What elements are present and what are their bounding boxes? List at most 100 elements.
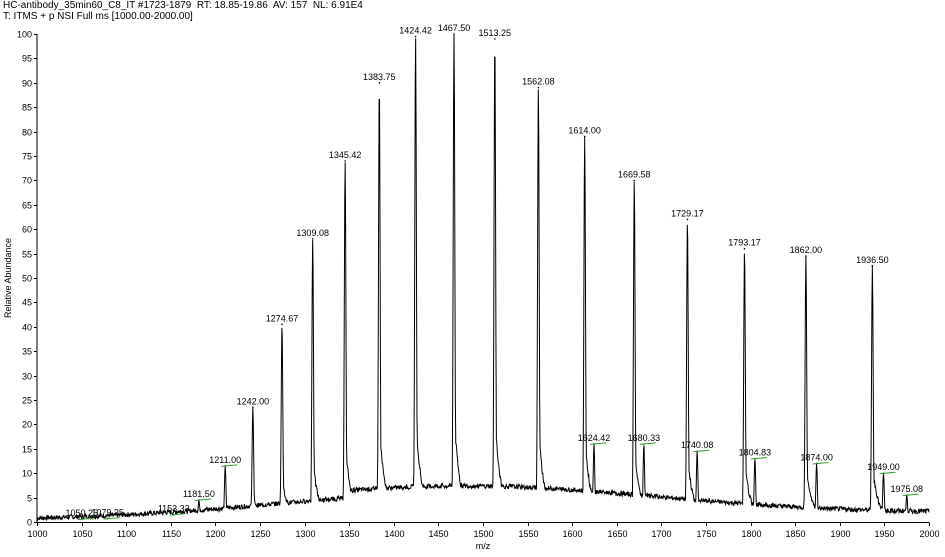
peak-marker <box>311 238 314 240</box>
x-tick-label: 1000 <box>27 529 47 539</box>
peak-tick <box>103 517 120 520</box>
peak-tick <box>812 461 829 465</box>
peak-marker <box>378 82 381 84</box>
peak-annotation: 1153.33 <box>158 504 190 516</box>
peak-label: 1793.17 <box>728 238 761 248</box>
y-tick-label: 95 <box>22 54 32 64</box>
y-tick-label: 85 <box>22 103 32 113</box>
peak-annotation: 1079.25 <box>91 508 124 520</box>
x-tick-label: 1700 <box>651 529 671 539</box>
peak-marker <box>453 33 455 35</box>
peak-annotation: 1309.08 <box>296 228 329 240</box>
peak-annotation: 1793.17 <box>728 238 761 250</box>
peak-label: 1467.50 <box>438 23 471 33</box>
peak-label: 1624.42 <box>578 433 611 443</box>
peak-tick <box>639 442 656 445</box>
y-tick-label: 15 <box>22 445 32 455</box>
peak-marker <box>633 179 636 182</box>
peak-label: 1862.00 <box>790 245 823 255</box>
peak-label: 1614.00 <box>568 125 601 135</box>
peak-annotation: 1874.00 <box>800 452 833 465</box>
x-tick-label: 2000 <box>919 529 939 539</box>
peak-label: 1949.00 <box>867 462 900 472</box>
peak-tick <box>77 517 94 521</box>
x-tick-label: 1450 <box>428 529 448 539</box>
y-tick-label: 40 <box>22 323 32 333</box>
y-tick-label: 55 <box>22 250 32 260</box>
peak-label: 1804.83 <box>739 448 772 458</box>
peak-label: 1669.58 <box>618 169 651 179</box>
peak-annotation: 1862.00 <box>790 245 823 257</box>
spectrum-trace <box>36 33 930 522</box>
peak-annotation: 1383.75 <box>363 72 396 84</box>
x-tick-label: 1350 <box>339 529 359 539</box>
y-tick-label: 100 <box>17 30 32 40</box>
x-tick-label: 1950 <box>874 529 894 539</box>
x-tick-label: 1900 <box>830 529 850 539</box>
y-tick-label: 30 <box>22 372 32 382</box>
peak-tick <box>750 457 767 460</box>
peak-annotation: 1729.17 <box>671 208 704 221</box>
x-tick-label: 1250 <box>250 529 270 539</box>
peak-label: 1680.33 <box>628 433 661 443</box>
peak-annotation: 1740.08 <box>681 440 714 453</box>
y-tick-label: 70 <box>22 176 32 186</box>
y-tick-label: 0 <box>27 518 32 528</box>
peak-label: 1181.50 <box>183 489 215 499</box>
y-tick-label: 60 <box>22 225 32 235</box>
y-tick-label: 75 <box>22 152 32 162</box>
x-tick-label: 1750 <box>696 529 716 539</box>
x-tick-label: 1150 <box>162 529 181 539</box>
peak-label: 1309.08 <box>296 228 329 238</box>
peak-label: 1874.00 <box>800 452 833 462</box>
x-tick-label: 1050 <box>72 529 92 539</box>
scan-filter: T: ITMS + p NSI Full ms [1000.00-2000.00… <box>3 11 193 22</box>
peak-marker <box>414 35 417 38</box>
peak-label: 1345.42 <box>329 150 362 160</box>
peak-annotation: 1242.00 <box>237 396 270 409</box>
y-tick-label: 10 <box>22 469 32 479</box>
peak-label: 1975.08 <box>890 484 923 494</box>
peak-label: 1729.17 <box>671 208 704 218</box>
peak-tick <box>169 513 186 516</box>
peak-label: 1936.50 <box>856 255 889 265</box>
peak-annotation: 1949.00 <box>867 462 900 475</box>
peak-tick <box>693 449 710 453</box>
x-tick-label: 1100 <box>117 529 136 539</box>
x-tick-label: 1300 <box>295 529 315 539</box>
y-tick-label: 5 <box>27 494 32 504</box>
peak-label: 1383.75 <box>363 72 396 82</box>
y-tick-label: 25 <box>22 396 32 406</box>
x-tick-label: 1200 <box>205 529 225 539</box>
peak-annotation: 1680.33 <box>628 433 661 445</box>
peak-annotation: 1181.50 <box>183 489 215 502</box>
y-tick-label: 80 <box>22 128 32 138</box>
y-tick-label: 50 <box>22 274 32 284</box>
peak-marker <box>281 323 283 326</box>
peak-annotation: 1669.58 <box>618 169 651 182</box>
peak-tick <box>194 498 211 502</box>
peak-label: 1740.08 <box>681 440 714 450</box>
x-tick-label: 1400 <box>384 529 404 539</box>
peak-label: 1079.25 <box>91 508 124 518</box>
peak-annotation: 1513.25 <box>479 28 512 40</box>
peak-marker <box>805 255 807 257</box>
y-tick-label: 90 <box>22 79 32 89</box>
peak-marker <box>494 38 496 40</box>
peak-tick <box>221 464 238 467</box>
x-tick-label: 1550 <box>518 529 538 539</box>
peak-annotation: 1274.67 <box>266 313 298 326</box>
x-axis-title: m/z <box>476 541 491 551</box>
y-tick-label: 65 <box>22 201 32 211</box>
peak-annotation: 1345.42 <box>329 150 362 162</box>
peak-annotation: 1936.50 <box>856 255 889 267</box>
peak-annotation: 1424.42 <box>399 25 432 38</box>
y-tick-label: 45 <box>22 298 32 308</box>
x-tick-label: 1850 <box>785 529 805 539</box>
axis-titles: m/z Relative Abundance <box>3 238 491 551</box>
peak-label: 1242.00 <box>237 396 270 406</box>
peak-tick <box>589 442 607 445</box>
peak-label: 1513.25 <box>479 28 512 38</box>
y-tick-label: 20 <box>22 420 32 430</box>
